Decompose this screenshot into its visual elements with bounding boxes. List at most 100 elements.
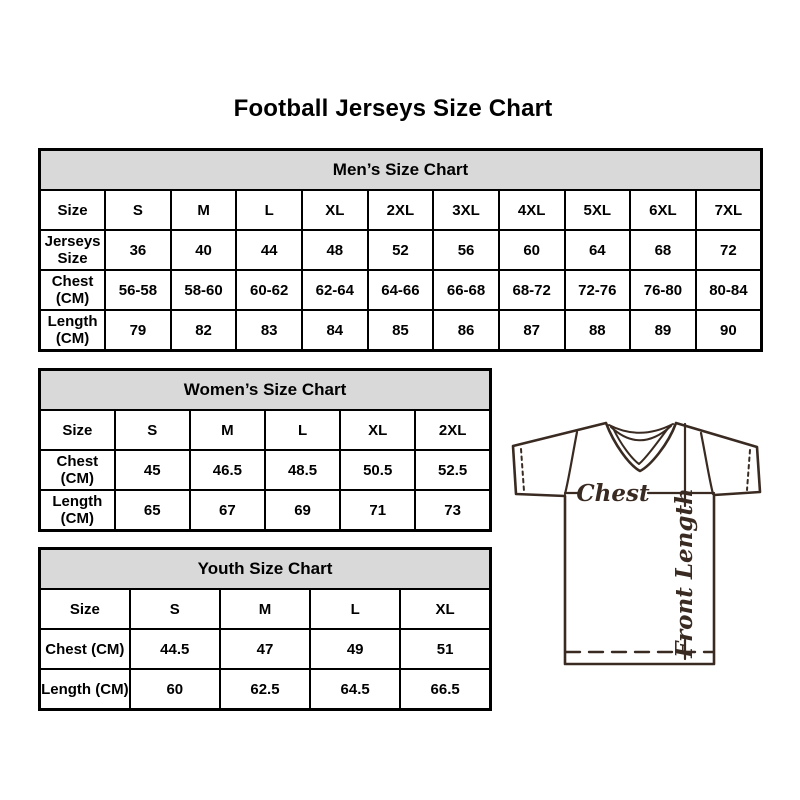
column-header: M (188, 409, 266, 451)
cell-value: 68-72 (497, 269, 566, 311)
cell-value: 51 (399, 628, 492, 670)
womens-size-table: Women’s Size Chart Size S M L XL 2XL Chest (CM)… (38, 368, 492, 532)
column-header: S (104, 189, 172, 231)
cell-value: 80-84 (694, 269, 763, 311)
column-header: M (218, 588, 312, 630)
cell-value: 82 (169, 309, 238, 352)
column-header: L (263, 409, 342, 451)
cell-value: 64.5 (309, 668, 402, 711)
column-header: M (169, 189, 238, 231)
cell-value: 52 (366, 229, 435, 271)
left-cuff-dash (520, 448, 525, 492)
cell-value: 85 (366, 309, 435, 352)
jersey-diagram: Chest Front Length (511, 421, 762, 666)
cell-value: 62.5 (218, 668, 312, 711)
table-row: Jerseys Size 36 40 44 48 52 56 60 64 68 72 (38, 229, 763, 271)
right-sleeve-seam (699, 431, 715, 496)
column-header: 4XL (497, 189, 566, 231)
cell-value: 90 (694, 309, 763, 352)
cell-value: 45 (113, 449, 191, 491)
cell-value: 84 (301, 309, 369, 352)
row-label: Jerseys Size (38, 229, 107, 271)
table-title-row: Women’s Size Chart (38, 368, 492, 411)
cell-value: 44.5 (128, 628, 221, 670)
front-length-measure-line (676, 422, 694, 661)
table-row: Chest (CM) 45 46.5 48.5 50.5 52.5 (38, 449, 492, 491)
cell-value: 68 (629, 229, 697, 271)
cell-value: 86 (432, 309, 500, 352)
cell-value: 47 (218, 628, 312, 670)
cell-value: 48 (301, 229, 369, 271)
jersey-outline (511, 421, 762, 666)
table-row: Length (CM) 60 62.5 64.5 66.5 (38, 668, 492, 711)
cell-value: 79 (104, 309, 172, 352)
column-header: L (309, 588, 402, 630)
cell-value: 69 (263, 489, 342, 532)
cell-value: 89 (629, 309, 697, 352)
column-header: XL (301, 189, 369, 231)
cell-value: 60 (128, 668, 221, 711)
collar-inner-lines (608, 423, 674, 465)
column-header-row: Size S M L XL (38, 588, 492, 630)
column-header: 6XL (629, 189, 697, 231)
cell-value: 56 (432, 229, 500, 271)
cell-value: 65 (113, 489, 191, 532)
table-title-row: Youth Size Chart (38, 547, 492, 590)
cell-value: 62-64 (301, 269, 369, 311)
column-header: 5XL (563, 189, 632, 231)
youth-size-table: Youth Size Chart Size S M L XL Chest (CM) 44.5 4… (38, 547, 492, 711)
cell-value: 49 (309, 628, 402, 670)
cell-value: 87 (497, 309, 566, 352)
column-header: 2XL (366, 189, 435, 231)
cell-value: 58-60 (169, 269, 238, 311)
column-header: L (235, 189, 303, 231)
corner-label: Size (38, 409, 116, 451)
column-header: XL (399, 588, 492, 630)
table-title: Men’s Size Chart (38, 148, 763, 191)
column-header: 2XL (414, 409, 492, 451)
corner-label: Size (38, 189, 107, 231)
cell-value: 44 (235, 229, 303, 271)
row-label: Length (CM) (38, 668, 131, 711)
row-label: Chest (CM) (38, 269, 107, 311)
row-label: Chest (CM) (38, 449, 116, 491)
cell-value: 66.5 (399, 668, 492, 711)
chest-label: Chest (576, 480, 650, 507)
cell-value: 72-76 (563, 269, 632, 311)
cell-value: 83 (235, 309, 303, 352)
mens-size-table: Men’s Size Chart Size S M L XL 2XL 3XL 4XL 5XL 6XL… (38, 148, 763, 352)
cell-value: 56-58 (104, 269, 172, 311)
cell-value: 76-80 (629, 269, 697, 311)
cell-value: 60 (497, 229, 566, 271)
cell-value: 66-68 (432, 269, 500, 311)
column-header: S (128, 588, 221, 630)
cell-value: 67 (188, 489, 266, 532)
table-title: Youth Size Chart (38, 547, 492, 590)
row-label: Length (CM) (38, 489, 116, 532)
cell-value: 64-66 (366, 269, 435, 311)
cell-value: 88 (563, 309, 632, 352)
table-row: Chest (CM) 44.5 47 49 51 (38, 628, 492, 670)
right-cuff-dash (746, 449, 751, 491)
cell-value: 60-62 (235, 269, 303, 311)
cell-value: 64 (563, 229, 632, 271)
column-header: 7XL (694, 189, 763, 231)
table-row: Length (CM) 65 67 69 71 73 (38, 489, 492, 532)
column-header: XL (339, 409, 417, 451)
cell-value: 52.5 (414, 449, 492, 491)
column-header-row: Size S M L XL 2XL 3XL 4XL 5XL 6XL 7XL (38, 189, 763, 231)
left-sleeve-seam (563, 430, 579, 496)
column-header-row: Size S M L XL 2XL (38, 409, 492, 451)
row-label: Chest (CM) (38, 628, 131, 670)
page-title: Football Jerseys Size Chart (233, 95, 553, 122)
corner-label: Size (38, 588, 131, 630)
table-row: Chest (CM) 56-58 58-60 60-62 62-64 64-66 66-68… (38, 269, 763, 311)
cell-value: 40 (169, 229, 238, 271)
cell-value: 71 (339, 489, 417, 532)
cell-value: 73 (414, 489, 492, 532)
table-title-row: Men’s Size Chart (38, 148, 763, 191)
cell-value: 50.5 (339, 449, 417, 491)
cell-value: 48.5 (263, 449, 342, 491)
cell-value: 36 (104, 229, 172, 271)
